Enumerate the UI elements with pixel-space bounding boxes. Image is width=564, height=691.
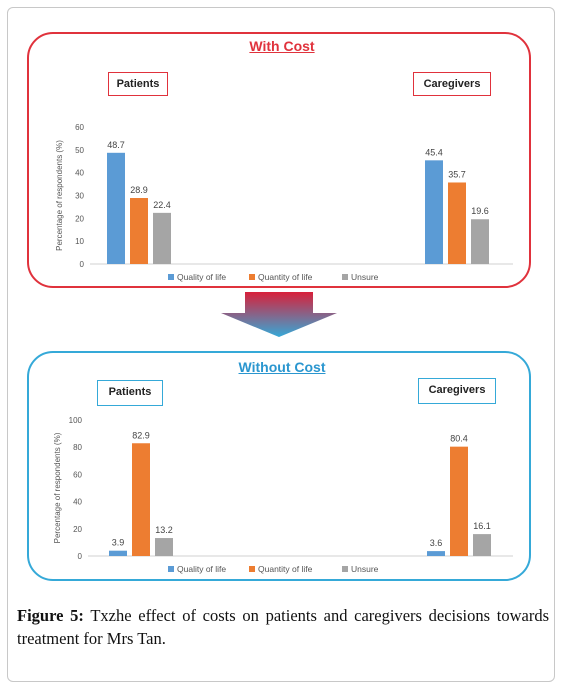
without-cost-bar-caregivers: [427, 551, 445, 556]
without-cost-patients-label: Patients: [97, 380, 163, 406]
with-cost-ytick-label: 30: [75, 192, 84, 201]
without-cost-legend-swatch: [168, 566, 174, 572]
with-cost-bar-patients: [130, 198, 148, 264]
figure-frame: [7, 7, 555, 682]
with-cost-ytick-label: 10: [75, 237, 84, 246]
without-cost-data-label: 16.1: [473, 521, 491, 531]
without-cost-bar-caregivers: [473, 534, 491, 556]
with-cost-legend-swatch: [168, 274, 174, 280]
with-cost-ytick-label: 60: [75, 123, 84, 132]
without-cost-data-label: 13.2: [155, 525, 173, 535]
without-cost-legend-label: Quantity of life: [258, 564, 313, 574]
without-cost-legend-swatch: [249, 566, 255, 572]
with-cost-data-label: 48.7: [107, 140, 125, 150]
with-cost-data-label: 28.9: [130, 185, 148, 195]
without-cost-ytick-label: 100: [69, 416, 83, 425]
with-cost-patients-label: Patients: [108, 72, 168, 96]
with-cost-ytick-label: 40: [75, 169, 84, 178]
with-cost-data-label: 19.6: [471, 206, 489, 216]
with-cost-caregivers-label: Caregivers: [413, 72, 491, 96]
without-cost-data-label: 3.6: [430, 538, 443, 548]
with-cost-legend-label: Quantity of life: [258, 272, 313, 282]
with-cost-bar-patients: [153, 212, 171, 264]
without-cost-ytick-label: 20: [73, 525, 82, 534]
without-cost-ytick-label: 60: [73, 470, 82, 479]
down-arrow-icon: [221, 292, 337, 337]
without-cost-legend-label: Quality of life: [177, 564, 226, 574]
without-cost-bar-patients: [155, 538, 173, 556]
without-cost-data-label: 82.9: [132, 430, 150, 440]
without-cost-caregivers-label: Caregivers: [418, 378, 496, 404]
with-cost-ytick-label: 50: [75, 146, 84, 155]
with-cost-legend-swatch: [342, 274, 348, 280]
without-cost-legend-swatch: [342, 566, 348, 572]
with-cost-data-label: 35.7: [448, 169, 466, 179]
without-cost-y-axis-label: Percentage of respondents (%): [53, 432, 62, 543]
without-cost-ytick-label: 80: [73, 443, 82, 452]
without-cost-bar-caregivers: [450, 446, 468, 556]
with-cost-bar-caregivers: [448, 182, 466, 264]
figure-caption: Figure 5: Txzhe effect of costs on patie…: [17, 604, 549, 650]
with-cost-ytick-label: 20: [75, 214, 84, 223]
with-cost-legend-label: Unsure: [351, 272, 379, 282]
without-cost-title: Without Cost: [238, 359, 326, 375]
with-cost-bar-caregivers: [471, 219, 489, 264]
without-cost-ytick-label: 40: [73, 498, 82, 507]
without-cost-panel: [27, 351, 531, 581]
with-cost-ytick-label: 0: [80, 260, 85, 269]
with-cost-data-label: 22.4: [153, 200, 171, 210]
with-cost-title: With Cost: [249, 38, 315, 54]
with-cost-y-axis-label: Percentage of respondents (%): [55, 140, 64, 251]
without-cost-legend-label: Unsure: [351, 564, 379, 574]
with-cost-legend-swatch: [249, 274, 255, 280]
caption-text: Txzhe effect of costs on patients and ca…: [17, 606, 550, 648]
with-cost-bar-caregivers: [425, 160, 443, 264]
with-cost-data-label: 45.4: [425, 147, 443, 157]
with-cost-panel: [27, 32, 531, 288]
with-cost-legend-label: Quality of life: [177, 272, 226, 282]
without-cost-bar-patients: [132, 443, 150, 556]
without-cost-ytick-label: 0: [78, 552, 83, 561]
with-cost-bar-patients: [107, 152, 125, 264]
without-cost-data-label: 80.4: [450, 434, 468, 444]
without-cost-bar-patients: [109, 550, 127, 556]
without-cost-data-label: 3.9: [112, 538, 125, 548]
caption-label: Figure 5:: [17, 606, 84, 625]
